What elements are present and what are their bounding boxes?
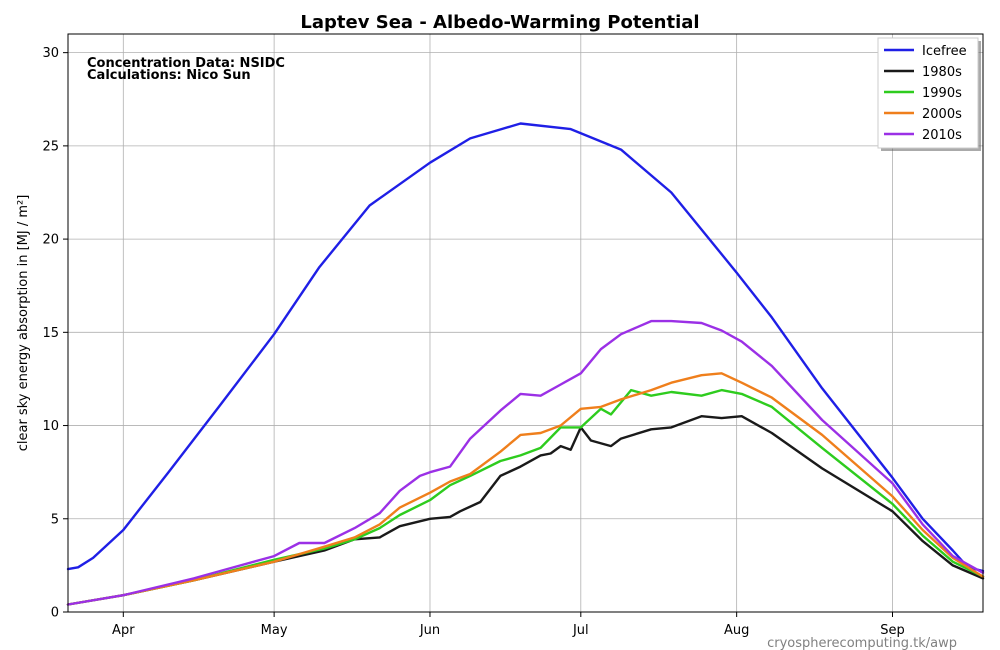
- y-tick-label: 5: [51, 512, 59, 527]
- y-tick-labels: 0 5 10 15 20 25 30: [42, 46, 68, 621]
- chart-title: Laptev Sea - Albedo-Warming Potential: [300, 12, 699, 33]
- series-line-icefree: [66, 122, 985, 573]
- legend-label-icefree: Icefree: [922, 44, 967, 59]
- legend-label-2000s: 2000s: [922, 107, 962, 122]
- legend-label-1990s: 1990s: [922, 86, 962, 101]
- series-line-2000s: [66, 372, 985, 606]
- y-grid-lines: [68, 52, 983, 613]
- annotation-data-source: Concentration Data: NSIDC: [87, 56, 285, 71]
- y-tick-label: 10: [42, 419, 59, 434]
- legend: Icefree 1980s 1990s 2000s 2010s: [877, 37, 981, 151]
- series-line-1980s: [66, 415, 985, 606]
- legend-label-2010s: 2010s: [922, 128, 962, 143]
- x-tick-label: Apr: [112, 623, 135, 638]
- x-tick-label: Sep: [880, 623, 905, 638]
- y-tick-label: 0: [51, 606, 59, 621]
- y-tick-label: 15: [42, 326, 59, 341]
- series-line-1990s: [66, 388, 985, 606]
- series-line-2010s: [66, 319, 985, 606]
- series-lines: [66, 122, 985, 606]
- legend-label-1980s: 1980s: [922, 65, 962, 80]
- plot-frame: [67, 33, 984, 613]
- y-axis-label: clear sky energy absorption in [MJ / m²]: [16, 195, 31, 452]
- y-tick-label: 25: [42, 139, 59, 154]
- x-tick-labels: Apr May Jun Jul Aug Sep: [112, 612, 905, 638]
- x-tick-label: Aug: [724, 623, 749, 638]
- x-tick-label: May: [261, 623, 288, 638]
- source-watermark: cryospherecomputing.tk/awp: [767, 636, 957, 650]
- x-tick-label: Jun: [419, 623, 440, 638]
- x-tick-label: Jul: [572, 623, 589, 638]
- annotation-calculations: Calculations: Nico Sun: [87, 68, 251, 83]
- y-tick-label: 20: [42, 233, 59, 248]
- y-tick-label: 30: [42, 46, 59, 61]
